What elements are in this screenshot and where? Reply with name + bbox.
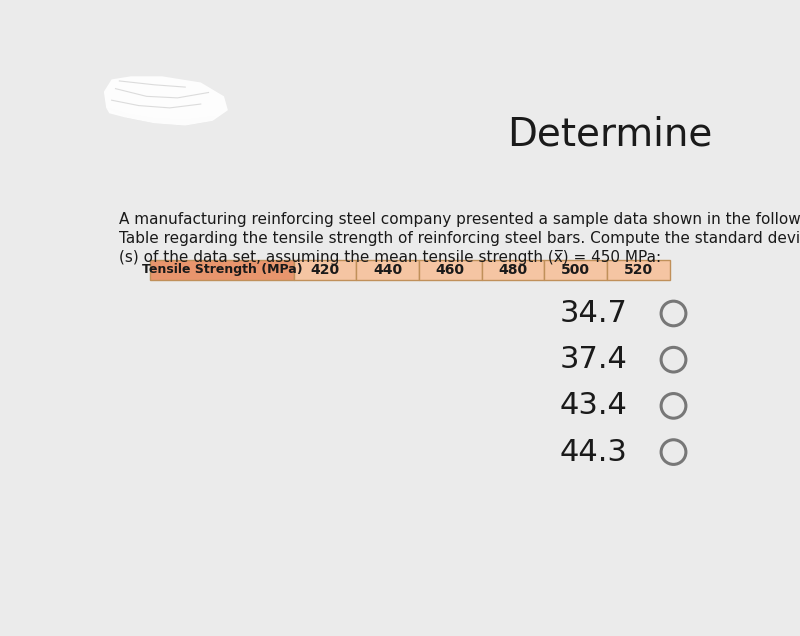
Text: 34.7: 34.7	[559, 299, 627, 328]
FancyBboxPatch shape	[607, 259, 670, 280]
FancyBboxPatch shape	[294, 259, 356, 280]
Text: 520: 520	[624, 263, 653, 277]
Polygon shape	[106, 108, 216, 125]
Text: 460: 460	[436, 263, 465, 277]
FancyBboxPatch shape	[356, 259, 419, 280]
FancyBboxPatch shape	[482, 259, 544, 280]
Text: 440: 440	[373, 263, 402, 277]
Text: 44.3: 44.3	[559, 438, 627, 467]
Text: A manufacturing reinforcing steel company presented a sample data shown in the f: A manufacturing reinforcing steel compan…	[119, 212, 800, 227]
Text: 43.4: 43.4	[559, 391, 627, 420]
Text: Table regarding the tensile strength of reinforcing steel bars. Compute the stan: Table regarding the tensile strength of …	[119, 231, 800, 246]
Text: 500: 500	[561, 263, 590, 277]
FancyBboxPatch shape	[419, 259, 482, 280]
Text: Tensile Strength (MPa): Tensile Strength (MPa)	[142, 263, 302, 276]
Text: 480: 480	[498, 263, 527, 277]
FancyBboxPatch shape	[544, 259, 607, 280]
Text: Determine: Determine	[507, 116, 712, 153]
Text: 37.4: 37.4	[559, 345, 627, 374]
Polygon shape	[104, 76, 228, 125]
Text: (s) of the data set, assuming the mean tensile strength (x̅) = 450 MPa:: (s) of the data set, assuming the mean t…	[119, 251, 662, 265]
Text: 420: 420	[310, 263, 340, 277]
FancyBboxPatch shape	[150, 259, 294, 280]
